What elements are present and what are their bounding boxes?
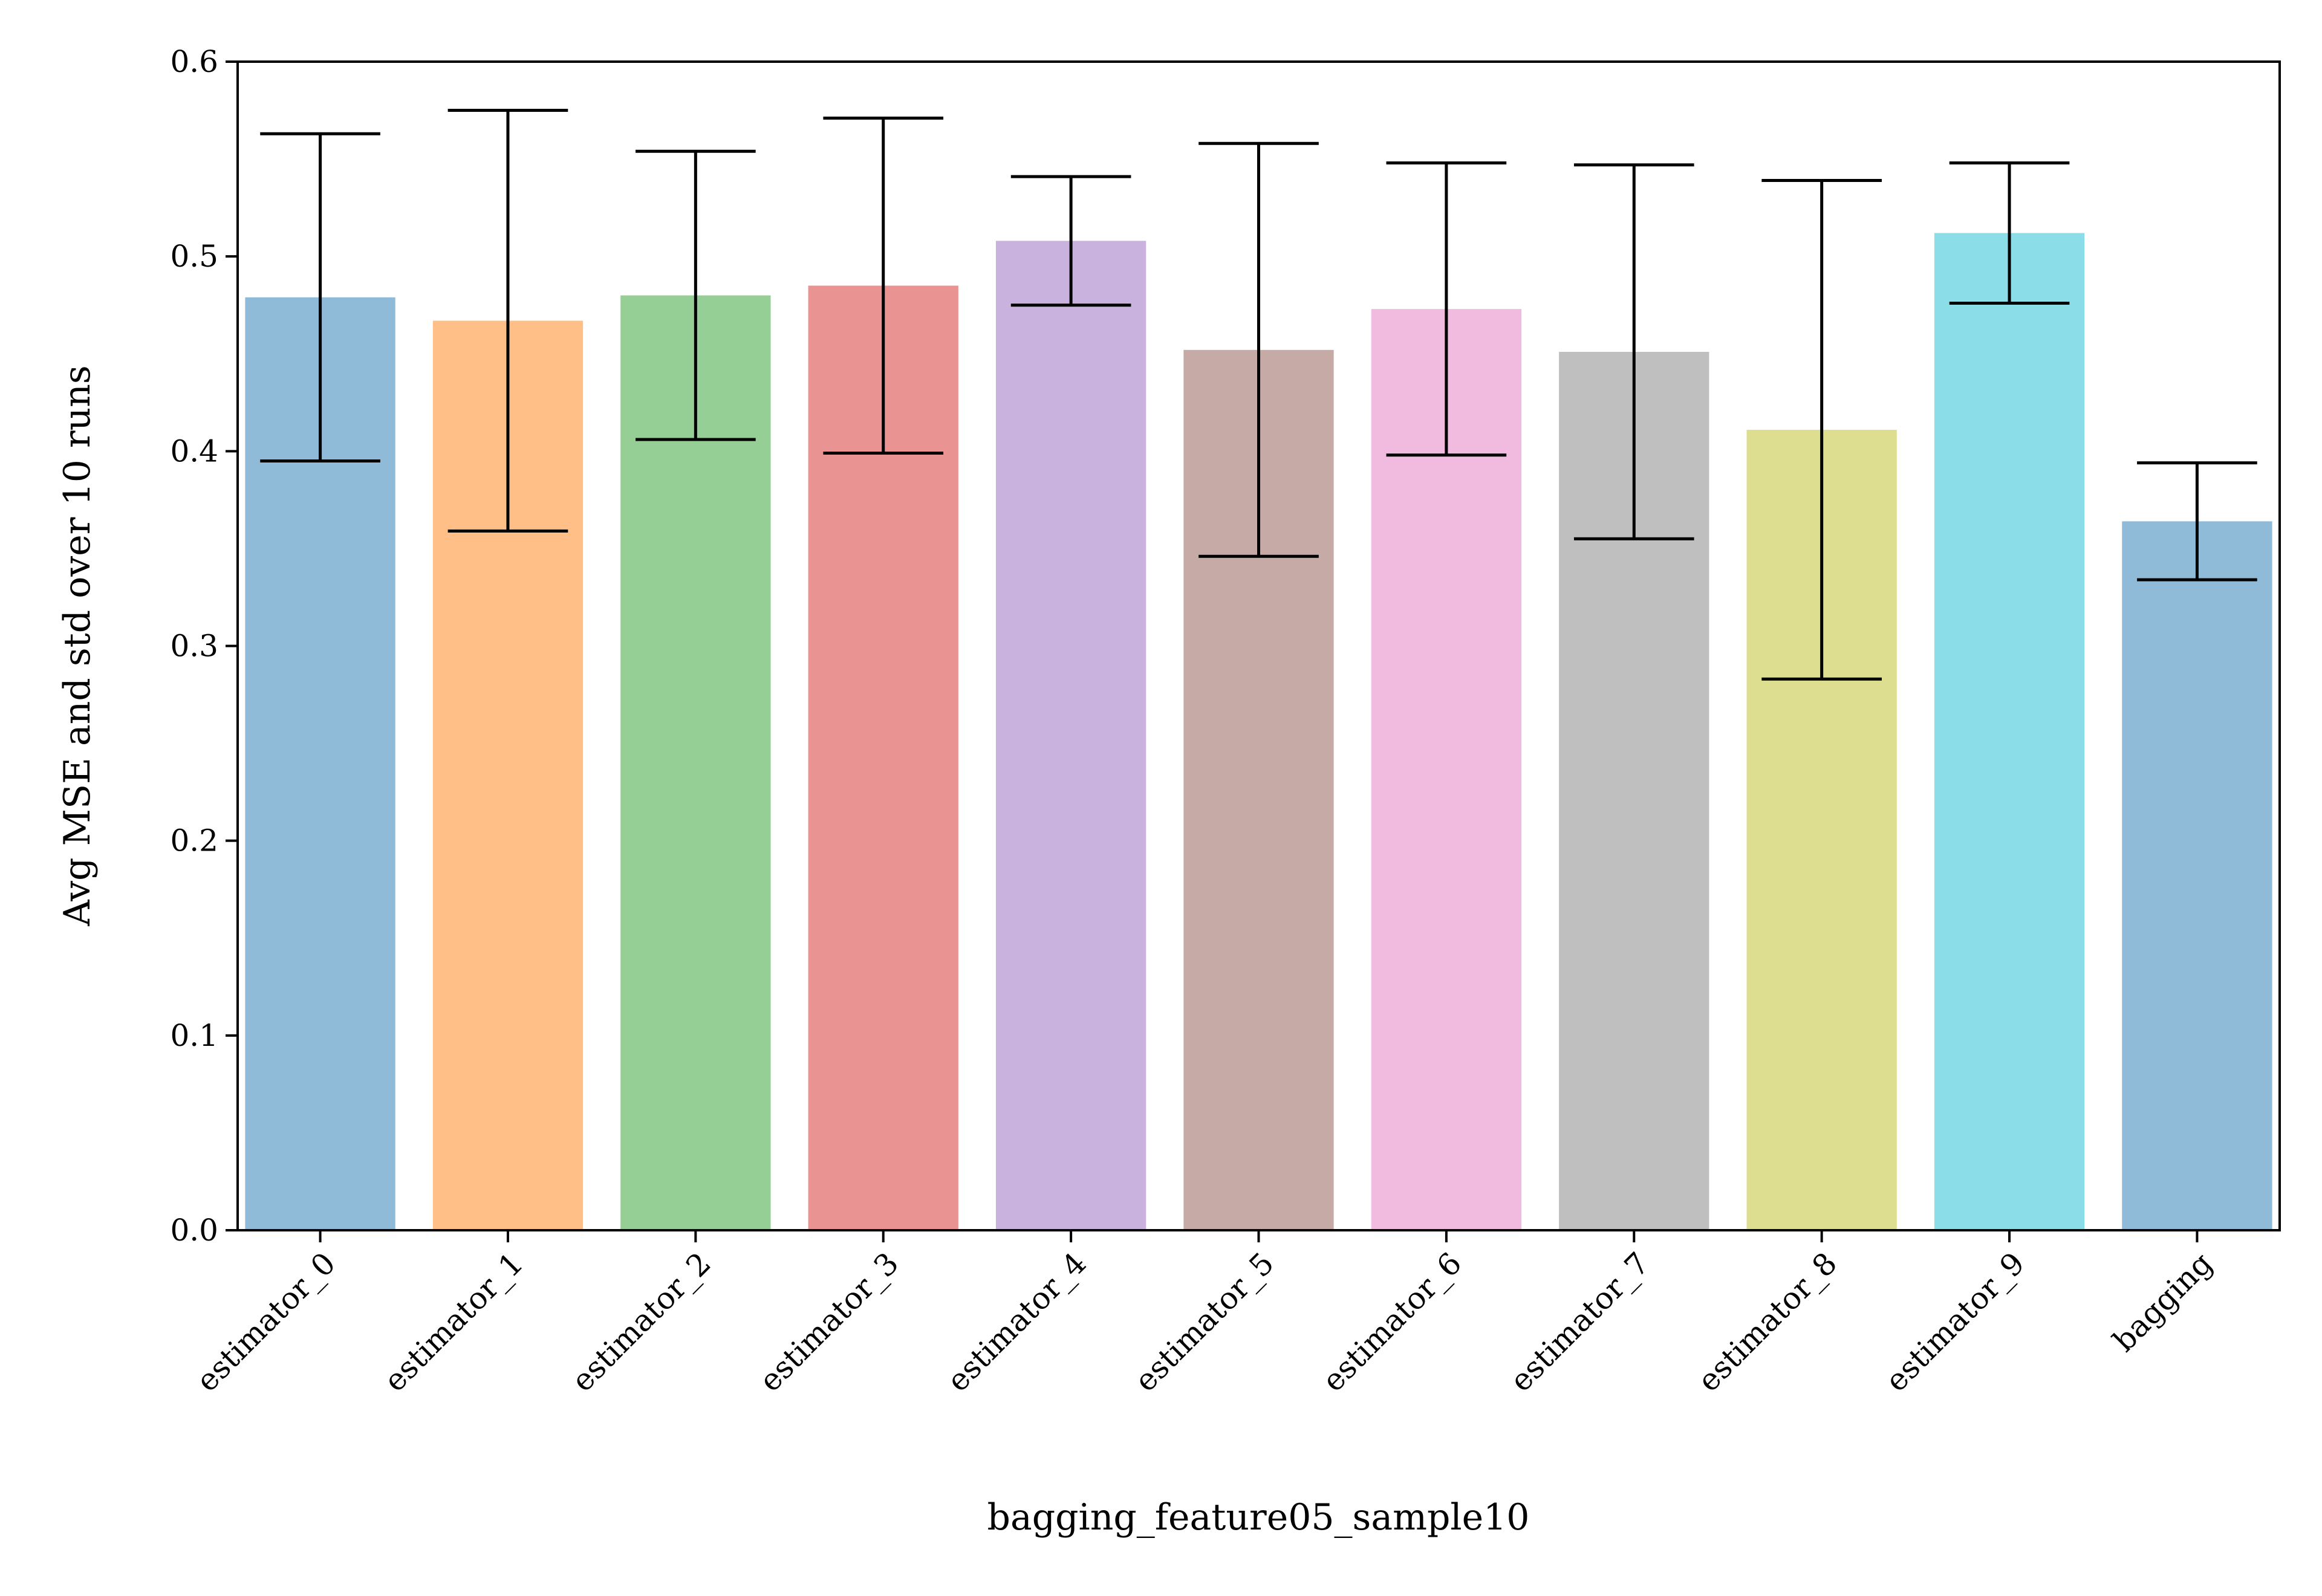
bar-estimator_4 bbox=[995, 241, 1146, 1231]
y-tick-label: 0.3 bbox=[170, 629, 218, 664]
y-tick-label: 0.1 bbox=[170, 1018, 218, 1053]
y-tick-label: 0.2 bbox=[170, 823, 218, 858]
bar-estimator_9 bbox=[1934, 233, 2085, 1231]
y-tick-label: 0.0 bbox=[170, 1213, 218, 1248]
bar-estimator_2 bbox=[620, 295, 771, 1231]
y-tick-label: 0.6 bbox=[170, 44, 218, 79]
y-axis-label: Avg MSE and std over 10 runs bbox=[56, 365, 99, 926]
bar-estimator_6 bbox=[1371, 309, 1522, 1231]
y-axis: 0.0 0.1 0.2 0.3 0.4 0.5 0.6 bbox=[170, 44, 238, 1248]
y-tick-label: 0.5 bbox=[170, 239, 218, 274]
bar-bagging bbox=[2122, 521, 2272, 1230]
y-tick-label: 0.4 bbox=[170, 433, 218, 469]
x-axis-label: bagging_feature05_sample10 bbox=[987, 1496, 1530, 1539]
bars-layer bbox=[245, 233, 2272, 1231]
errorbars-layer bbox=[260, 109, 2257, 681]
